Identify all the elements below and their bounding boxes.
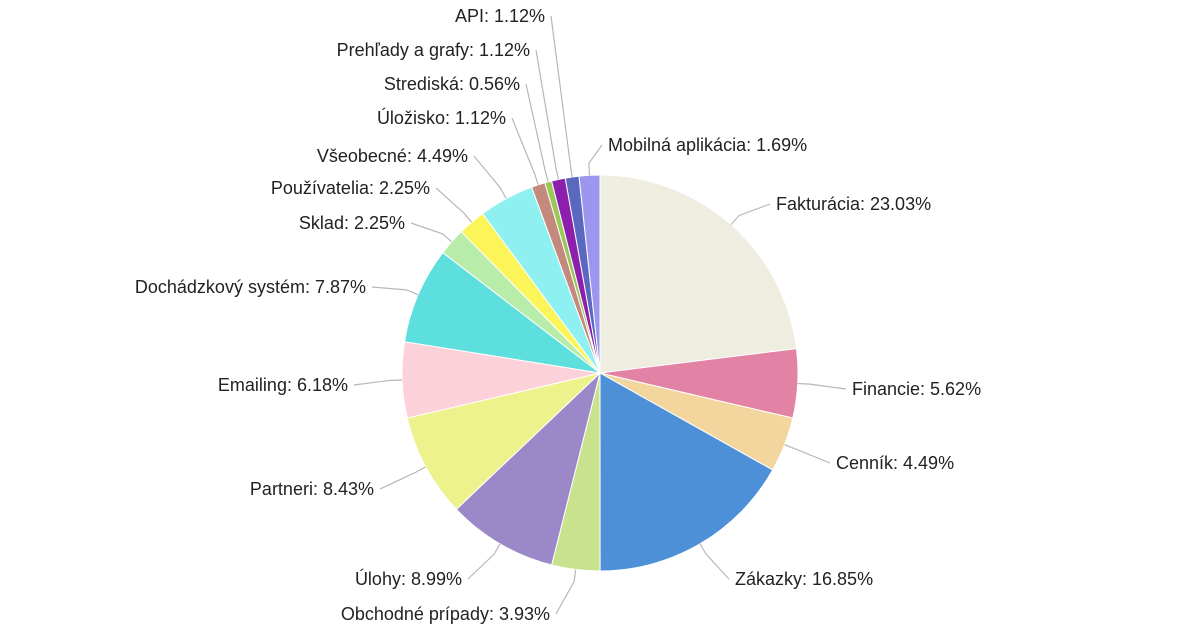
leader-line-partneri	[379, 466, 426, 490]
leader-line-ulozisko	[511, 117, 539, 186]
slice-label-strediska: Strediská: 0.56%	[384, 74, 520, 94]
pie-slice-dochadzkovy-system	[403, 251, 601, 374]
slice-label-zakazky: Zákazky: 16.85%	[735, 569, 873, 589]
leader-line-prehlady-a-grafy	[535, 49, 559, 180]
leader-line-dochadzkovy-system	[371, 286, 419, 296]
leader-line-cennik	[784, 444, 831, 464]
pie-slice-fakturacia	[599, 174, 798, 374]
leader-line-financie	[797, 382, 847, 390]
leader-line-fakturacia	[730, 203, 771, 225]
pie-slice-zakazky	[599, 372, 774, 572]
slice-label-financie: Financie: 5.62%	[852, 379, 981, 399]
labels-layer: Fakturácia: 23.03% Financie: 5.62% Cenník:…	[135, 6, 981, 624]
leader-line-ulohy	[467, 543, 501, 580]
leader-line-api	[550, 15, 573, 178]
slice-label-ulohy: Úlohy: 8.99%	[355, 568, 462, 589]
leader-line-mobilna-aplikacia	[588, 144, 603, 176]
leader-line-emailing	[353, 379, 403, 386]
slice-label-api: API: 1.12%	[455, 6, 545, 26]
slice-label-obchodne-pripady: Obchodné prípady: 3.93%	[341, 604, 550, 624]
slice-label-sklad: Sklad: 2.25%	[299, 213, 405, 233]
slices-layer	[401, 174, 799, 572]
slice-label-cennik: Cenník: 4.49%	[836, 453, 954, 473]
slice-label-pouzivatelia: Používatelia: 2.25%	[271, 178, 430, 198]
slice-label-fakturacia: Fakturácia: 23.03%	[776, 194, 931, 214]
slice-label-partneri: Partneri: 8.43%	[250, 479, 374, 499]
slice-label-mobilna-aplikacia: Mobilná aplikácia: 1.69%	[608, 135, 807, 155]
slice-label-emailing: Emailing: 6.18%	[218, 375, 348, 395]
slice-label-ulozisko: Úložisko: 1.12%	[377, 107, 506, 128]
leader-line-vseobecne	[473, 155, 507, 199]
leader-lines-layer	[353, 15, 847, 615]
slice-label-dochadzkovy-system: Dochádzkový systém: 7.87%	[135, 277, 366, 297]
slice-label-vseobecne: Všeobecné: 4.49%	[317, 146, 468, 166]
leader-line-zakazky	[699, 543, 730, 580]
leader-line-strediska	[525, 83, 549, 183]
slice-label-prehlady-a-grafy: Prehľady a grafy: 1.12%	[337, 40, 530, 60]
leader-line-obchodne-pripady	[555, 569, 577, 615]
leader-line-pouzivatelia	[435, 187, 473, 223]
leader-line-sklad	[410, 222, 453, 243]
